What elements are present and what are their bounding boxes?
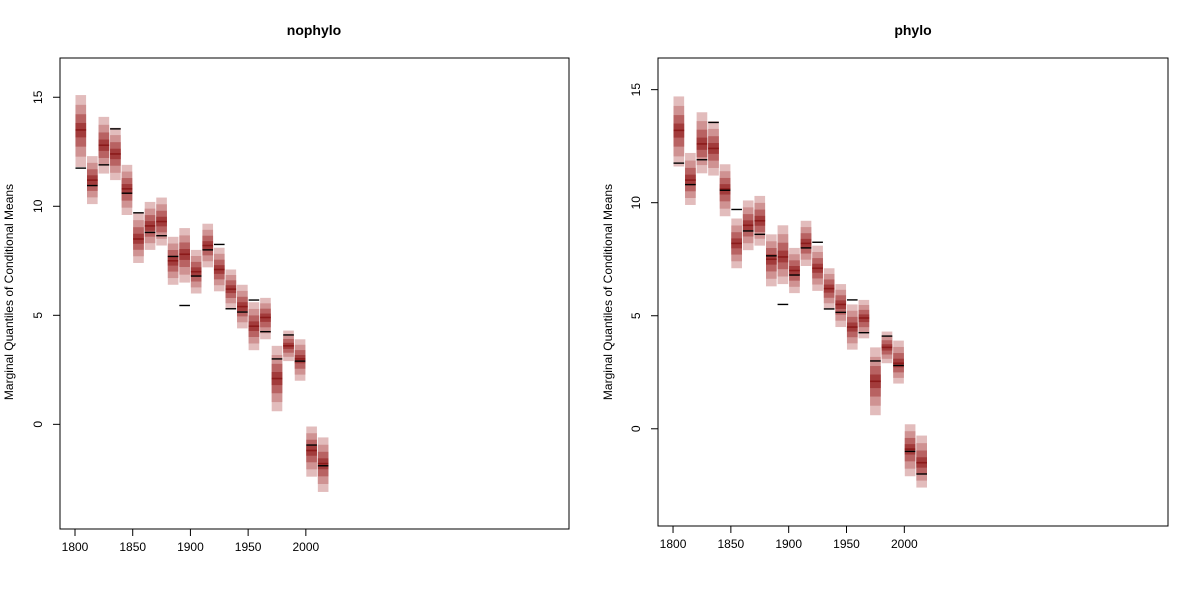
y-tick-label: 5 <box>629 312 643 319</box>
interval-16 <box>260 297 271 340</box>
interval-2 <box>98 116 110 174</box>
interval-19 <box>294 339 306 381</box>
x-tick-label: 1850 <box>119 540 146 554</box>
interval-19 <box>893 340 904 384</box>
interval-5 <box>133 212 144 263</box>
interval-3 <box>110 127 121 181</box>
interval-10 <box>789 247 800 294</box>
interval-14 <box>237 284 248 329</box>
y-axis-label: Marginal Quantiles of Conditional Means <box>601 184 615 400</box>
x-tick-label: 1850 <box>718 537 745 551</box>
interval-6 <box>742 200 754 251</box>
y-tick-label: 15 <box>629 83 643 97</box>
interval-18 <box>283 330 294 362</box>
interval-21 <box>317 437 329 492</box>
interval-17 <box>870 347 881 416</box>
interval-0 <box>673 96 685 167</box>
y-axis: 0 5 10 15 <box>31 90 61 428</box>
interval-9 <box>179 228 190 307</box>
plot-area: 1800 1850 1900 1950 2000 0 5 10 15 <box>31 57 570 554</box>
interval-7 <box>754 195 766 246</box>
interval-20 <box>306 426 317 477</box>
interval-20 <box>904 424 916 477</box>
interval-7 <box>156 197 167 246</box>
interval-15 <box>846 299 858 350</box>
x-tick-label: 2000 <box>292 540 319 554</box>
x-axis: 1800 1850 1900 1950 2000 <box>62 528 320 554</box>
x-axis: 1800 1850 1900 1950 2000 <box>660 525 918 551</box>
interval-10 <box>190 249 202 294</box>
y-axis-label: Marginal Quantiles of Conditional Means <box>2 184 16 400</box>
y-tick-label: 10 <box>31 199 45 213</box>
interval-6 <box>144 201 156 250</box>
y-axis: 0 5 10 15 <box>629 83 659 432</box>
interval-3 <box>708 121 719 176</box>
chart-title: phylo <box>894 22 931 38</box>
y-tick-label: 10 <box>629 196 643 210</box>
y-tick-label: 0 <box>629 425 643 432</box>
interval-12 <box>812 241 823 291</box>
interval-4 <box>121 164 133 215</box>
x-tick-label: 1800 <box>62 540 89 554</box>
y-tick-label: 15 <box>31 90 45 104</box>
chart-panel-phylo: phylo Marginal Quantiles of Conditional … <box>601 22 1169 551</box>
interval-14 <box>835 284 847 328</box>
x-tick-label: 1800 <box>660 537 687 551</box>
interval-11 <box>202 223 214 268</box>
interval-5 <box>731 208 742 269</box>
chart-title: nophylo <box>287 22 341 38</box>
interval-8 <box>167 236 179 285</box>
interval-13 <box>225 269 237 310</box>
x-tick-label: 1950 <box>833 537 860 551</box>
plot-area: 1800 1850 1900 1950 2000 0 5 10 15 <box>629 57 1169 551</box>
interval-9 <box>777 225 789 306</box>
interval-1 <box>87 156 98 205</box>
interval-18 <box>881 331 893 364</box>
interval-2 <box>696 112 708 174</box>
interval-15 <box>248 299 260 351</box>
interval-8 <box>766 234 777 287</box>
interval-21 <box>916 435 927 488</box>
x-tick-label: 2000 <box>891 537 918 551</box>
y-tick-label: 0 <box>31 421 45 428</box>
chart-panel-nophylo: nophylo Marginal Quantiles of Conditiona… <box>2 22 570 554</box>
x-tick-label: 1900 <box>177 540 204 554</box>
interval-1 <box>685 152 696 205</box>
interval-11 <box>800 220 812 266</box>
x-tick-label: 1900 <box>775 537 802 551</box>
y-tick-label: 5 <box>31 312 45 319</box>
x-tick-label: 1950 <box>235 540 262 554</box>
interval-13 <box>823 268 835 310</box>
interval-4 <box>719 164 731 217</box>
interval-16 <box>858 299 870 339</box>
interval-17 <box>271 345 283 412</box>
interval-12 <box>213 243 225 292</box>
interval-0 <box>75 95 87 169</box>
